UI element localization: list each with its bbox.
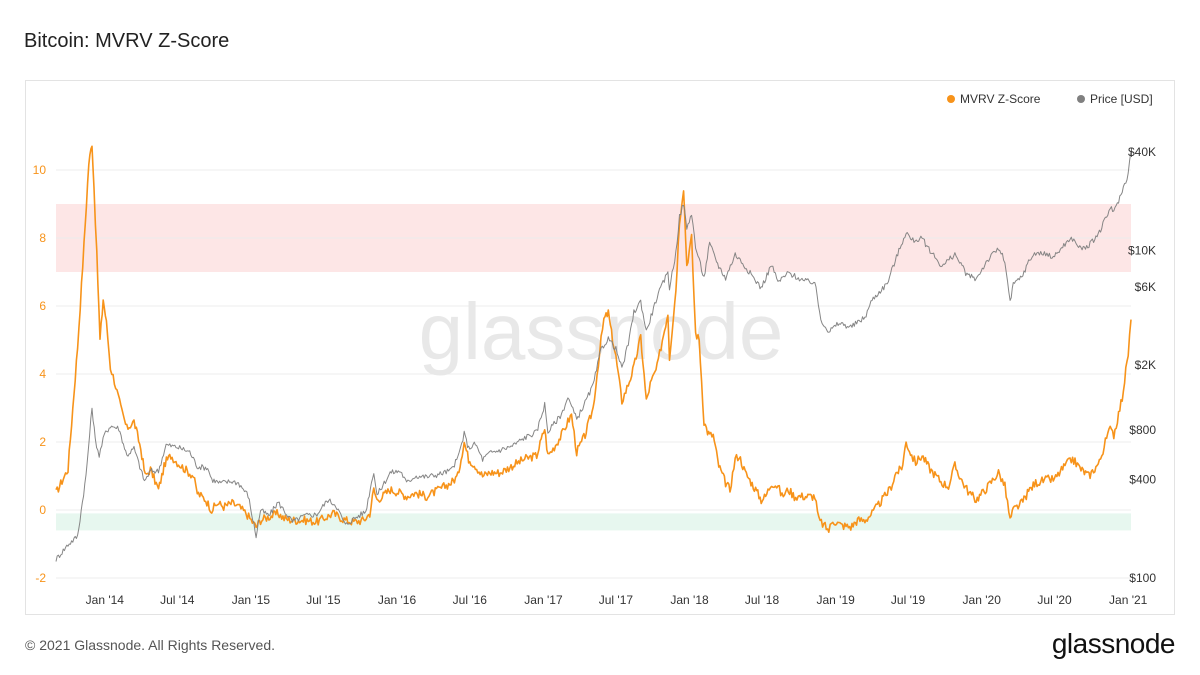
x-tick-label: Jan '16 (378, 593, 417, 607)
left-tick-label: -2 (35, 571, 46, 585)
left-axis: -2 0 2 4 6 8 10 (33, 163, 47, 585)
legend: MVRV Z-Score Price [USD] (947, 92, 1153, 106)
right-axis: $100 $400 $800 $2K $6K $10K $40K (1128, 145, 1156, 585)
legend-label[interactable]: Price [USD] (1090, 92, 1153, 106)
x-tick-label: Jul '15 (306, 593, 341, 607)
series-layer (55, 145, 1132, 562)
left-tick-label: 4 (39, 367, 46, 381)
grid-layer (56, 169, 1131, 579)
x-tick-label: Jul '20 (1037, 593, 1072, 607)
legend-marker (1077, 95, 1085, 103)
x-axis: Jan '14 Jul '14 Jan '15 Jul '15 Jan '16 Jul '… (86, 593, 1148, 607)
x-tick-label: Jul '18 (745, 593, 780, 607)
x-tick-label: Jul '16 (453, 593, 488, 607)
footer-copyright: © 2021 Glassnode. All Rights Reserved. (25, 637, 276, 653)
left-tick-label: 6 (39, 299, 46, 313)
right-tick-label: $100 (1129, 571, 1156, 585)
watermark-text: glassnode (419, 287, 784, 376)
x-tick-label: Jan '15 (232, 593, 271, 607)
right-tick-label: $40K (1128, 145, 1156, 159)
glassnode-logo[interactable]: glassnode (1051, 628, 1176, 659)
x-tick-label: Jul '17 (599, 593, 634, 607)
left-tick-label: 0 (39, 503, 46, 517)
left-tick-label: 8 (39, 231, 46, 245)
x-tick-label: Jan '17 (524, 593, 563, 607)
page-title: Bitcoin: MVRV Z-Score (24, 30, 230, 52)
right-tick-label: $400 (1129, 472, 1156, 486)
left-tick-label: 10 (33, 163, 47, 177)
x-tick-label: Jan '18 (670, 593, 709, 607)
legend-marker (947, 95, 955, 103)
x-tick-label: Jul '19 (891, 593, 926, 607)
x-tick-label: Jan '21 (1109, 593, 1148, 607)
x-tick-label: Jan '14 (86, 593, 125, 607)
mvrv-series-line (55, 145, 1132, 533)
x-tick-label: Jan '20 (963, 593, 1002, 607)
left-tick-label: 2 (39, 435, 46, 449)
x-tick-label: Jul '14 (160, 593, 195, 607)
right-tick-label: $10K (1128, 243, 1156, 257)
price-series-line (55, 150, 1132, 562)
legend-label[interactable]: MVRV Z-Score (960, 92, 1041, 106)
chart-frame: glassnode -2 0 2 4 6 8 10 $100 $400 $800 $2K $6K $1… (25, 80, 1175, 615)
x-tick-label: Jan '19 (816, 593, 855, 607)
right-tick-label: $6K (1135, 280, 1156, 294)
right-tick-label: $2K (1135, 358, 1156, 372)
undervalued-band (56, 513, 1131, 531)
right-tick-label: $800 (1129, 423, 1156, 437)
